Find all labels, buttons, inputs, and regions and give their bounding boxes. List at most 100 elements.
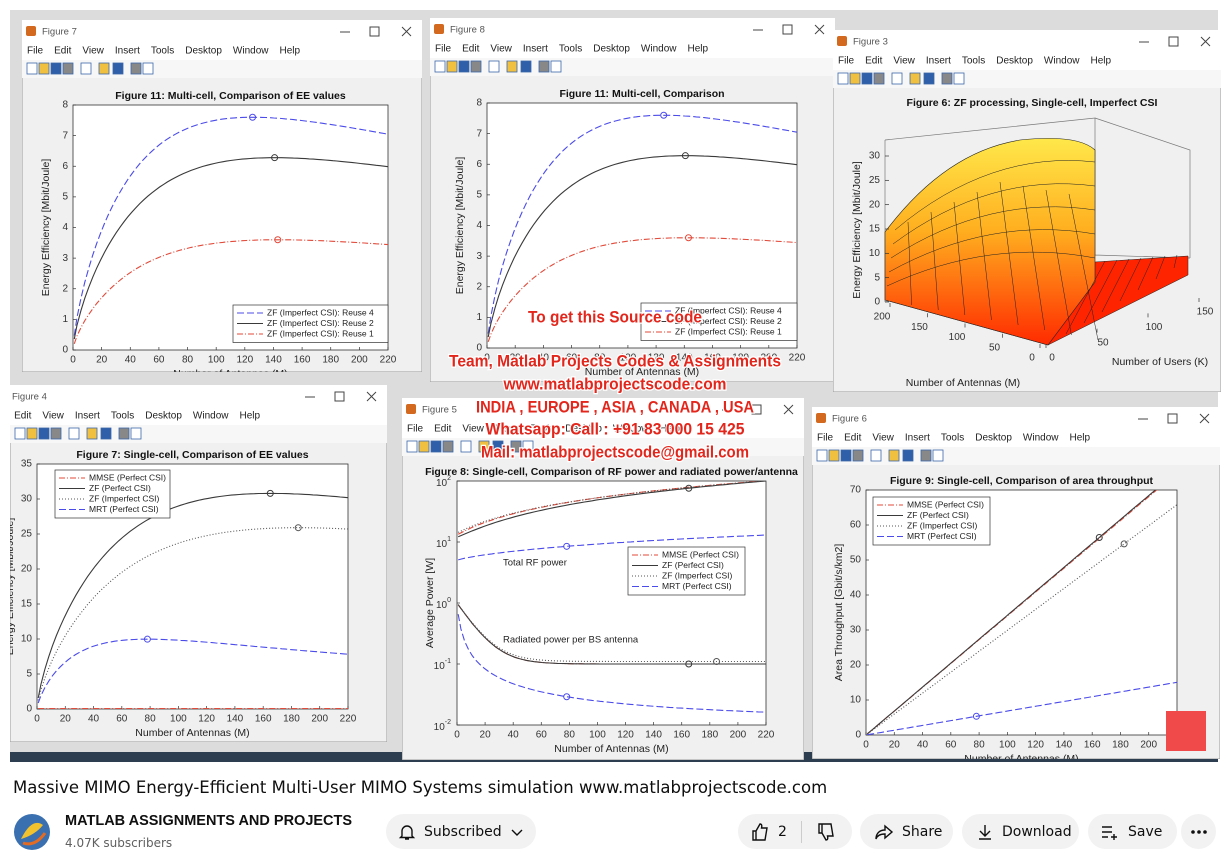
toolbar-icon[interactable] (891, 72, 903, 85)
toolbar-icon[interactable] (62, 62, 74, 75)
menu-item[interactable]: View (872, 433, 894, 444)
toolbar-icon[interactable] (434, 60, 446, 73)
more-button[interactable] (1181, 814, 1216, 849)
menu-item[interactable]: Insert (115, 46, 140, 57)
menu-item[interactable]: Tools (559, 44, 582, 55)
toolbar-icon[interactable] (458, 60, 470, 73)
toolbar-icon[interactable] (100, 427, 112, 440)
close-button[interactable] (1199, 413, 1210, 424)
maximize-button[interactable] (782, 24, 793, 35)
like-button[interactable]: 2 (738, 814, 852, 849)
menu-item[interactable]: File (838, 56, 855, 67)
menu-item[interactable]: Insert (926, 56, 951, 67)
toolbar-icon[interactable] (80, 62, 92, 75)
menu-item[interactable]: Tools (111, 411, 134, 422)
toolbar-icon[interactable] (840, 449, 852, 462)
toolbar-icon[interactable] (68, 427, 80, 440)
toolbar-icon[interactable] (130, 427, 142, 440)
menu-item[interactable]: Help (1070, 433, 1091, 444)
maximize-button[interactable] (1168, 36, 1179, 47)
menu-item[interactable]: File (407, 424, 424, 435)
toolbar-icon[interactable] (460, 440, 472, 453)
toolbar-icon[interactable] (873, 72, 885, 85)
menu-item[interactable]: Tools (531, 424, 554, 435)
toolbar-icon[interactable] (510, 440, 522, 453)
toolbar-icon[interactable] (118, 427, 130, 440)
menu-item[interactable]: Help (240, 411, 261, 422)
menu-item[interactable]: Edit (462, 44, 479, 55)
menu-item[interactable]: Window (1044, 56, 1080, 67)
toolbar-icon[interactable] (142, 62, 154, 75)
toolbar-icon[interactable] (888, 449, 900, 462)
maximize-button[interactable] (369, 26, 380, 37)
close-button[interactable] (783, 404, 794, 415)
menu-item[interactable]: View (462, 424, 484, 435)
toolbar-icon[interactable] (112, 62, 124, 75)
toolbar-icon[interactable] (902, 449, 914, 462)
menu-item[interactable]: File (435, 44, 452, 55)
menu-item[interactable]: File (817, 433, 834, 444)
toolbar-icon[interactable] (130, 62, 142, 75)
toolbar-icon[interactable] (470, 60, 482, 73)
toolbar-icon[interactable] (50, 427, 62, 440)
menu-item[interactable]: Desktop (975, 433, 1012, 444)
menu-item[interactable]: Help (1091, 56, 1112, 67)
close-button[interactable] (1200, 36, 1211, 47)
toolbar-icon[interactable] (26, 62, 38, 75)
dislike-icon[interactable] (816, 822, 836, 842)
maximize-button[interactable] (1167, 413, 1178, 424)
menu-item[interactable]: Insert (495, 424, 520, 435)
menu-item[interactable]: File (27, 46, 44, 57)
menu-item[interactable]: View (490, 44, 512, 55)
download-button[interactable]: Download (962, 814, 1079, 849)
toolbar-icon[interactable] (852, 449, 864, 462)
toolbar-icon[interactable] (98, 62, 110, 75)
close-button[interactable] (401, 26, 412, 37)
menu-item[interactable]: Edit (434, 424, 451, 435)
toolbar-icon[interactable] (492, 440, 504, 453)
toolbar-icon[interactable] (941, 72, 953, 85)
menu-item[interactable]: View (82, 46, 104, 57)
menu-item[interactable]: Window (641, 44, 677, 55)
menu-item[interactable]: Edit (14, 411, 31, 422)
menu-item[interactable]: Desktop (996, 56, 1033, 67)
menu-item[interactable]: Help (660, 424, 681, 435)
toolbar-icon[interactable] (38, 62, 50, 75)
toolbar-icon[interactable] (478, 440, 490, 453)
menu-item[interactable]: Insert (523, 44, 548, 55)
share-button[interactable]: Share (860, 814, 953, 849)
subscribe-button[interactable]: Subscribed (386, 814, 536, 849)
toolbar-icon[interactable] (86, 427, 98, 440)
toolbar-icon[interactable] (520, 60, 532, 73)
toolbar-icon[interactable] (506, 60, 518, 73)
toolbar-icon[interactable] (50, 62, 62, 75)
menu-item[interactable]: Window (193, 411, 229, 422)
toolbar-icon[interactable] (522, 440, 534, 453)
toolbar-icon[interactable] (828, 449, 840, 462)
maximize-button[interactable] (751, 404, 762, 415)
toolbar-icon[interactable] (920, 449, 932, 462)
menu-item[interactable]: Tools (941, 433, 964, 444)
toolbar-icon[interactable] (550, 60, 562, 73)
close-button[interactable] (814, 24, 825, 35)
toolbar-icon[interactable] (837, 72, 849, 85)
menu-item[interactable]: View (893, 56, 915, 67)
toolbar-icon[interactable] (849, 72, 861, 85)
menu-item[interactable]: Desktop (185, 46, 222, 57)
toolbar-icon[interactable] (909, 72, 921, 85)
menu-item[interactable]: Edit (844, 433, 861, 444)
close-button[interactable] (366, 391, 377, 402)
channel-name[interactable]: MATLAB ASSIGNMENTS AND PROJECTS (65, 813, 353, 829)
toolbar-icon[interactable] (923, 72, 935, 85)
toolbar-icon[interactable] (38, 427, 50, 440)
toolbar-icon[interactable] (430, 440, 442, 453)
menu-item[interactable]: Insert (905, 433, 930, 444)
toolbar-icon[interactable] (406, 440, 418, 453)
channel-avatar[interactable] (13, 813, 51, 851)
menu-item[interactable]: View (42, 411, 64, 422)
menu-item[interactable]: Desktop (565, 424, 602, 435)
toolbar-icon[interactable] (418, 440, 430, 453)
toolbar-icon[interactable] (816, 449, 828, 462)
toolbar-icon[interactable] (861, 72, 873, 85)
menu-item[interactable]: Desktop (145, 411, 182, 422)
